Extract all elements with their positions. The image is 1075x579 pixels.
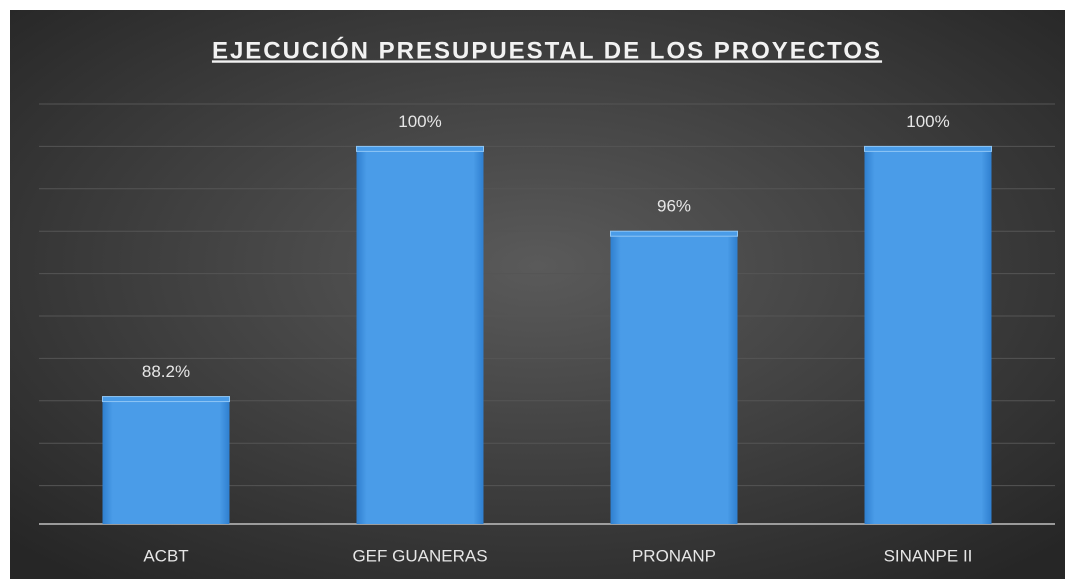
x-tick-label: ACBT <box>143 546 188 565</box>
value-label: 100% <box>906 112 949 131</box>
value-label: 88.2% <box>142 362 190 381</box>
chart-title: EJECUCIÓN PRESUPUESTAL DE LOS PROYECTOS <box>212 36 882 64</box>
value-label: 100% <box>398 112 441 131</box>
bar <box>356 146 484 524</box>
bar-highlight <box>610 230 738 237</box>
value-label: 96% <box>657 197 691 216</box>
bar <box>102 396 230 524</box>
bar <box>864 146 992 524</box>
bar-highlight <box>102 396 230 403</box>
bar <box>610 231 738 524</box>
bar-highlight <box>356 145 484 152</box>
bar-highlight <box>864 145 992 152</box>
x-tick-label: SINANPE II <box>884 546 973 565</box>
x-tick-label: PRONANP <box>632 546 716 565</box>
x-tick-label: GEF GUANERAS <box>352 546 487 565</box>
